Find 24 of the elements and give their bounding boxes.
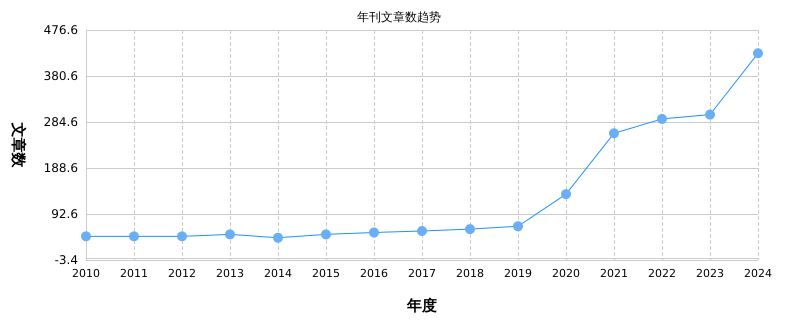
y-tick-label: 380.6 [44,69,78,83]
x-tick-label: 2016 [360,267,388,280]
y-tick-label: 92.6 [51,207,78,221]
x-tick-label: 2017 [408,267,436,280]
y-axis-title: 文章数 [10,122,28,168]
x-tick-label: 2010 [72,267,100,280]
y-tick-label: -3.4 [54,253,78,267]
x-axis-title: 年度 [406,296,437,314]
x-tick-label: 2018 [456,267,484,280]
x-tick-label: 2020 [552,267,580,280]
x-tick-label: 2015 [312,267,340,280]
x-tick-label: 2012 [168,267,196,280]
x-tick-label: 2021 [600,267,628,280]
x-tick-label: 2013 [216,267,244,280]
y-tick-label: 188.6 [44,161,78,175]
x-tick-label: 2014 [264,267,292,280]
x-tick-label: 2024 [744,267,772,280]
y-tick-label: 284.6 [44,115,78,129]
y-tick-label: 476.6 [44,23,78,37]
x-tick-label: 2011 [120,267,148,280]
x-tick-label: 2022 [648,267,676,280]
chart-title: 年刊文章数趋势 [357,10,441,24]
x-tick-label: 2019 [504,267,532,280]
x-tick-label: 2023 [696,267,724,280]
